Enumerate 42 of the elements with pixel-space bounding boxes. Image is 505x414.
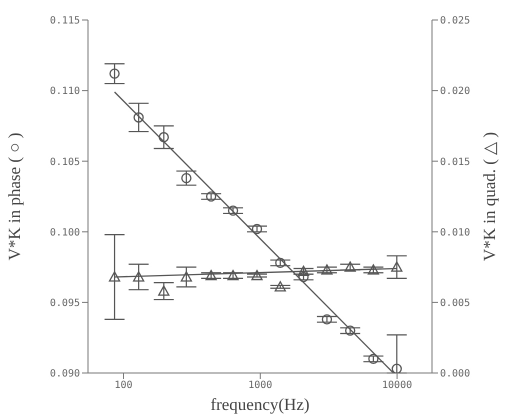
point — [228, 205, 238, 216]
y-tick-label: 0.110 — [50, 86, 80, 98]
point — [322, 314, 332, 324]
x-tick-label: 1000 — [248, 380, 272, 392]
y2-tick-label: 0.015 — [440, 156, 470, 168]
point — [158, 285, 170, 296]
point — [391, 261, 402, 272]
point — [132, 271, 144, 282]
point — [180, 271, 192, 282]
y2-axis-title: V*K in quad. ( △ ) — [480, 132, 500, 262]
point — [368, 354, 379, 364]
point — [252, 224, 262, 234]
point — [368, 264, 380, 275]
point — [344, 261, 356, 272]
point — [181, 172, 192, 184]
point — [321, 264, 333, 275]
point — [298, 266, 310, 276]
y-tick-label: 0.105 — [50, 156, 80, 168]
y2-tick-label: 0.025 — [440, 16, 470, 27]
point — [392, 364, 402, 373]
y-tick-label: 0.095 — [50, 298, 80, 309]
x-axis-title: frequency(Hz) — [210, 395, 310, 414]
point — [251, 270, 263, 280]
point — [206, 191, 216, 202]
point — [205, 270, 217, 280]
y-tick-label: 0.100 — [50, 227, 80, 238]
point — [158, 132, 169, 142]
point — [227, 270, 239, 280]
y2-tick-label: 0.020 — [440, 86, 470, 98]
point — [345, 325, 356, 336]
y-tick-label: 0.090 — [50, 368, 80, 380]
y2-tick-label: 0.005 — [440, 298, 470, 309]
point — [298, 272, 309, 282]
x-tick-label: 10000 — [382, 380, 412, 392]
point — [275, 258, 286, 268]
y2-tick-label: 0.000 — [440, 368, 470, 380]
point — [274, 281, 286, 292]
y-axis-title: V*K in phase ( ○ ) — [5, 132, 24, 260]
x-tick-label: 100 — [114, 380, 133, 392]
y2-tick-label: 0.010 — [440, 227, 470, 238]
y-tick-label: 0.115 — [50, 16, 80, 27]
point — [133, 112, 144, 123]
